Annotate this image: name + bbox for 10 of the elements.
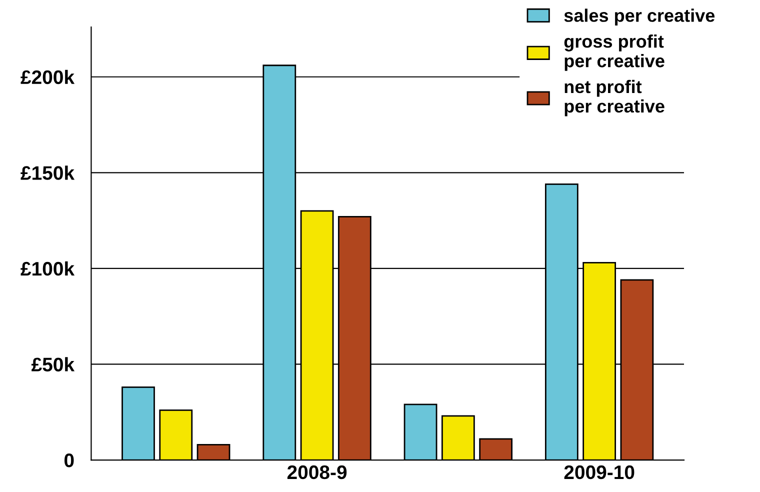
- legend-label: sales per creative: [564, 8, 715, 26]
- y-tick-label: £150k: [20, 166, 75, 180]
- x-tick-label: 2008-9: [287, 465, 347, 480]
- y-tick-label: 0: [64, 453, 74, 468]
- y-tick-label: £200k: [20, 70, 75, 84]
- x-tick-label: 2009-10: [564, 465, 634, 480]
- y-tick-label: £100k: [20, 261, 75, 276]
- legend-label: net profit per creative: [564, 80, 664, 116]
- y-tick-label: £50k: [31, 357, 75, 372]
- legend-label: gross profit per creative: [564, 34, 664, 71]
